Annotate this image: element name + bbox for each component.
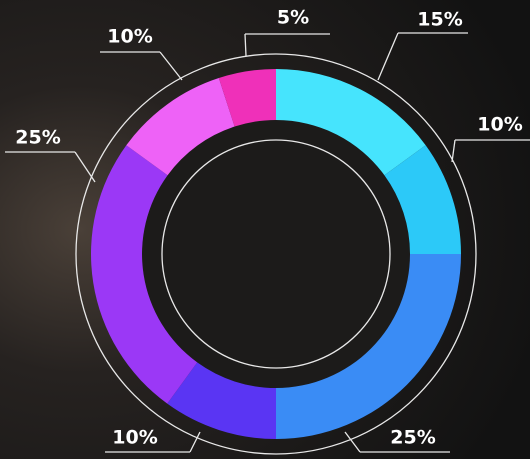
data-label: 15% [417,9,462,31]
donut-segment [218,69,276,127]
data-label: 25% [390,427,435,449]
leader-line [344,431,361,453]
outer-ring [75,53,477,455]
leader-line [189,431,201,453]
data-label: 10% [477,114,522,136]
data-label: 10% [112,427,157,449]
leader-line [159,51,183,81]
inner-ring [161,139,391,369]
leader-line [244,33,247,57]
data-label: 10% [107,26,152,48]
donut-segment [384,145,461,254]
donut-segment [276,254,461,439]
leader-line [377,32,399,81]
leader-line [74,151,96,183]
donut-hole [142,120,410,388]
donut-segment [276,69,426,176]
leader-line [451,139,456,163]
donut-segment [167,362,276,439]
donut-segment [126,78,235,176]
data-label: 5% [277,7,309,29]
donut-segment [90,145,198,404]
data-label: 25% [15,127,60,149]
